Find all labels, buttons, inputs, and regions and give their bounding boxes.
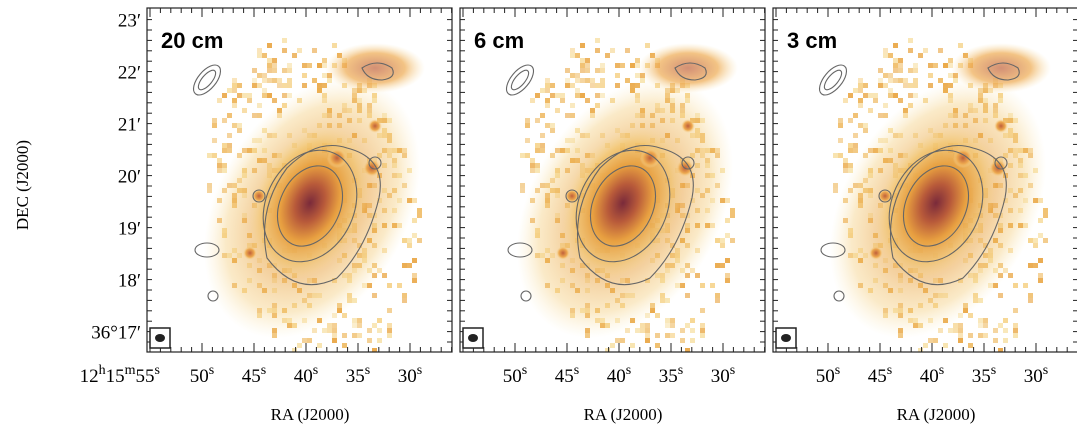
tick-number: 35 <box>346 366 365 387</box>
tick-number: 40 <box>294 366 313 387</box>
tick-number: 50 <box>190 366 209 387</box>
tick-unit: h <box>99 363 106 378</box>
tick-number: 15 <box>106 366 125 387</box>
tick-number: 40 <box>607 366 626 387</box>
tick-unit: s <box>887 363 892 378</box>
x-tick-label: 50s​ <box>503 363 527 387</box>
panel: 6 cm 50s​ 45s​ 40s​ 35s​ 30s​ RA (J2000) <box>459 7 766 424</box>
y-axis-label: DEC (J2000) <box>13 140 32 230</box>
panel-frame <box>459 7 766 353</box>
y-tick-label: 23′ <box>118 10 141 31</box>
x-tick-label: 40s​ <box>294 363 318 387</box>
panel-image <box>472 37 765 352</box>
tick-unit: s <box>730 363 735 378</box>
x-tick-label: 35s​ <box>346 363 370 387</box>
y-tick-label: 22′ <box>118 62 141 83</box>
tick-unit: s <box>313 363 318 378</box>
x-tick-label: 40s​ <box>607 363 631 387</box>
x-tick-label: 35s​ <box>659 363 683 387</box>
tick-number: 35 <box>659 366 678 387</box>
x-axis-label: RA (J2000) <box>271 405 350 424</box>
tick-number: 45 <box>868 366 887 387</box>
tick-unit: s <box>939 363 944 378</box>
tick-number: 50 <box>503 366 522 387</box>
tick-unit: s <box>678 363 683 378</box>
x-axis-label: RA (J2000) <box>897 405 976 424</box>
tick-number: 30 <box>398 366 417 387</box>
y-tick-label: 36°17′ <box>91 322 141 343</box>
y-tick-label: 19′ <box>118 218 141 239</box>
tick-unit: s <box>261 363 266 378</box>
panel-label: 3 cm <box>787 28 837 53</box>
panel-frame <box>146 7 453 353</box>
tick-unit: s <box>417 363 422 378</box>
x-tick-label: 50s​ <box>816 363 840 387</box>
y-tick-label: 18′ <box>118 270 141 291</box>
beam <box>155 334 165 342</box>
tick-number: 45 <box>242 366 261 387</box>
x-tick-label: 35s​ <box>972 363 996 387</box>
tick-unit: m <box>125 363 136 378</box>
x-tick-label: 50s​ <box>190 363 214 387</box>
panel-frame <box>772 7 1077 353</box>
beam <box>468 334 478 342</box>
y-tick-label: 21′ <box>118 114 141 135</box>
tick-unit: s <box>209 363 214 378</box>
panel-image <box>785 37 1077 352</box>
panel-image <box>159 37 452 352</box>
x-tick-label: 12h​15m​55s​ <box>80 363 160 387</box>
x-axis-label: RA (J2000) <box>584 405 663 424</box>
x-tick-label: 30s​ <box>398 363 422 387</box>
tick-number: 45 <box>555 366 574 387</box>
tick-unit: s <box>991 363 996 378</box>
x-tick-label: 45s​ <box>868 363 892 387</box>
tick-unit: s <box>574 363 579 378</box>
tick-unit: s <box>626 363 631 378</box>
tick-number: 55 <box>136 366 155 387</box>
x-tick-label: 45s​ <box>555 363 579 387</box>
tick-number: 12 <box>80 366 99 387</box>
x-tick-label: 45s​ <box>242 363 266 387</box>
tick-unit: s <box>522 363 527 378</box>
tick-unit: s <box>155 363 160 378</box>
tick-number: 50 <box>816 366 835 387</box>
panel: 20 cm 12h​15m​55s​ 50s​ 45s​ 40s​ 35s​ 30s​ RA … <box>80 7 453 424</box>
tick-number: 35 <box>972 366 991 387</box>
x-tick-label: 30s​ <box>1024 363 1048 387</box>
x-tick-label: 40s​ <box>920 363 944 387</box>
tick-unit: s <box>1043 363 1048 378</box>
y-tick-label: 20′ <box>118 166 141 187</box>
tick-number: 30 <box>1024 366 1043 387</box>
tick-unit: s <box>835 363 840 378</box>
tick-unit: s <box>365 363 370 378</box>
tick-number: 40 <box>920 366 939 387</box>
panel-label: 6 cm <box>474 28 524 53</box>
beam <box>781 334 791 342</box>
tick-number: 30 <box>711 366 730 387</box>
x-tick-label: 30s​ <box>711 363 735 387</box>
panel: 3 cm 50s​ 45s​ 40s​ 35s​ 30s​ RA (J2000) <box>772 7 1077 424</box>
panel-label: 20 cm <box>161 28 223 53</box>
